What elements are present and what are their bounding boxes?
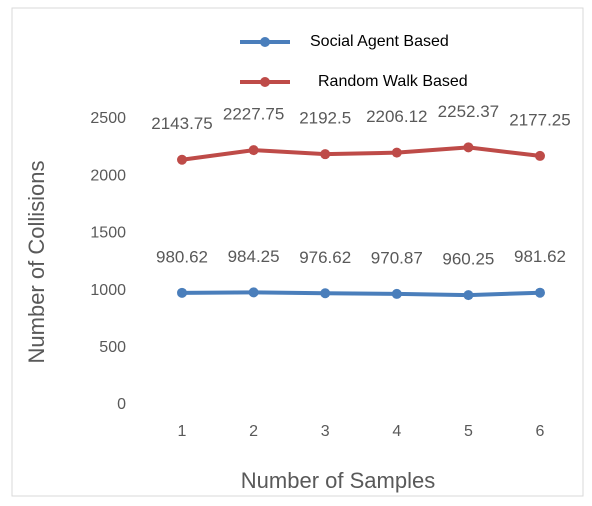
y-tick-label: 1500: [90, 225, 126, 242]
y-tick-label: 500: [99, 339, 126, 356]
data-point: [391, 147, 402, 158]
data-point: [391, 288, 402, 299]
y-tick-label: 2500: [90, 110, 126, 127]
data-point: [320, 149, 331, 160]
legend-marker: [260, 37, 270, 47]
legend-marker: [260, 77, 270, 87]
x-axis-label: Number of Samples: [241, 468, 435, 493]
data-point: [177, 154, 187, 165]
y-axis-label: Number of Collisions: [24, 161, 49, 364]
data-label: 2143.75: [151, 114, 212, 133]
data-label: 976.62: [299, 248, 351, 267]
x-tick-label: 5: [464, 423, 473, 440]
x-tick-label: 4: [392, 423, 401, 440]
legend-label: Random Walk Based: [318, 73, 468, 90]
data-point: [535, 287, 545, 298]
data-point: [463, 142, 474, 153]
series-line: [181, 145, 541, 162]
data-point: [248, 145, 259, 156]
series-line: [181, 290, 541, 298]
data-point: [535, 150, 545, 161]
data-label: 2177.25: [509, 110, 570, 129]
data-label: 2227.75: [223, 105, 284, 124]
data-label: 984.25: [228, 247, 280, 266]
data-label: 981.62: [514, 247, 566, 266]
x-tick-label: 6: [536, 423, 545, 440]
data-label: 970.87: [371, 248, 423, 267]
data-point: [463, 290, 474, 301]
y-tick-label: 2000: [90, 167, 126, 184]
y-tick-label: 0: [117, 396, 126, 413]
chart-frame: [11, 7, 584, 497]
data-point: [320, 288, 331, 299]
x-tick-label: 3: [321, 423, 330, 440]
data-point: [248, 287, 259, 298]
x-tick-label: 1: [178, 423, 187, 440]
data-point: [177, 287, 187, 298]
data-label: 2252.37: [438, 102, 499, 121]
legend-label: Social Agent Based: [310, 33, 449, 50]
data-label: 960.25: [442, 250, 494, 269]
x-tick-label: 2: [249, 423, 258, 440]
data-label: 2192.5: [299, 109, 351, 128]
data-label: 2206.12: [366, 107, 427, 126]
data-label: 980.62: [156, 247, 208, 266]
y-tick-label: 1000: [90, 282, 126, 299]
